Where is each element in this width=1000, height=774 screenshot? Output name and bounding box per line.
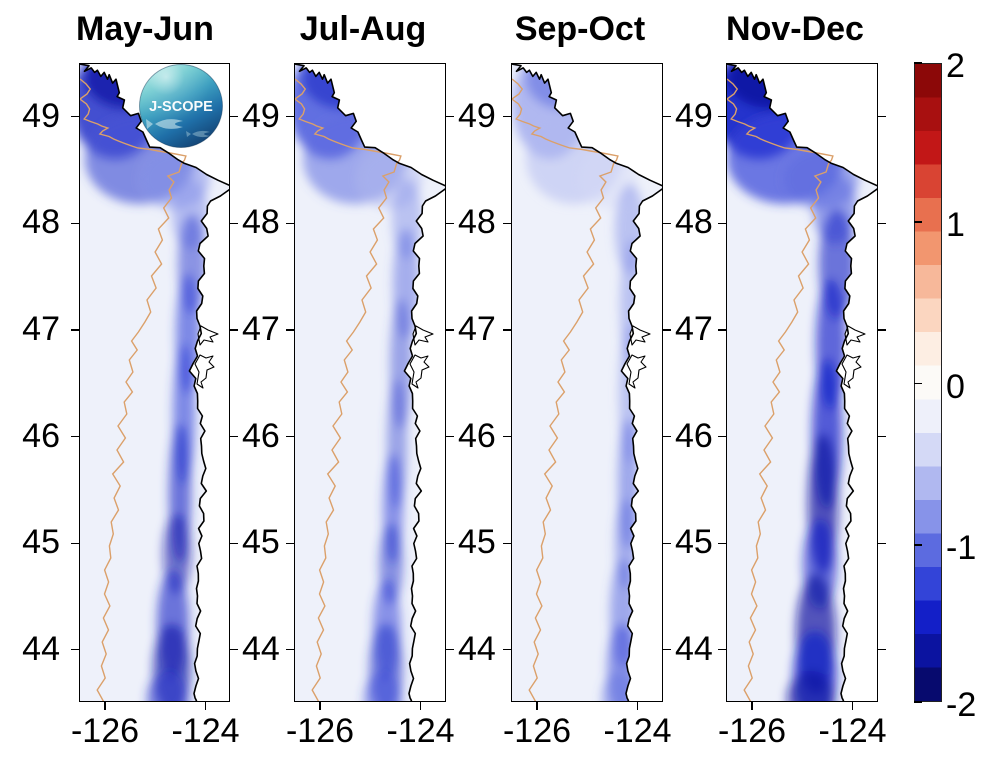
svg-text:J-SCOPE: J-SCOPE [149, 99, 213, 115]
